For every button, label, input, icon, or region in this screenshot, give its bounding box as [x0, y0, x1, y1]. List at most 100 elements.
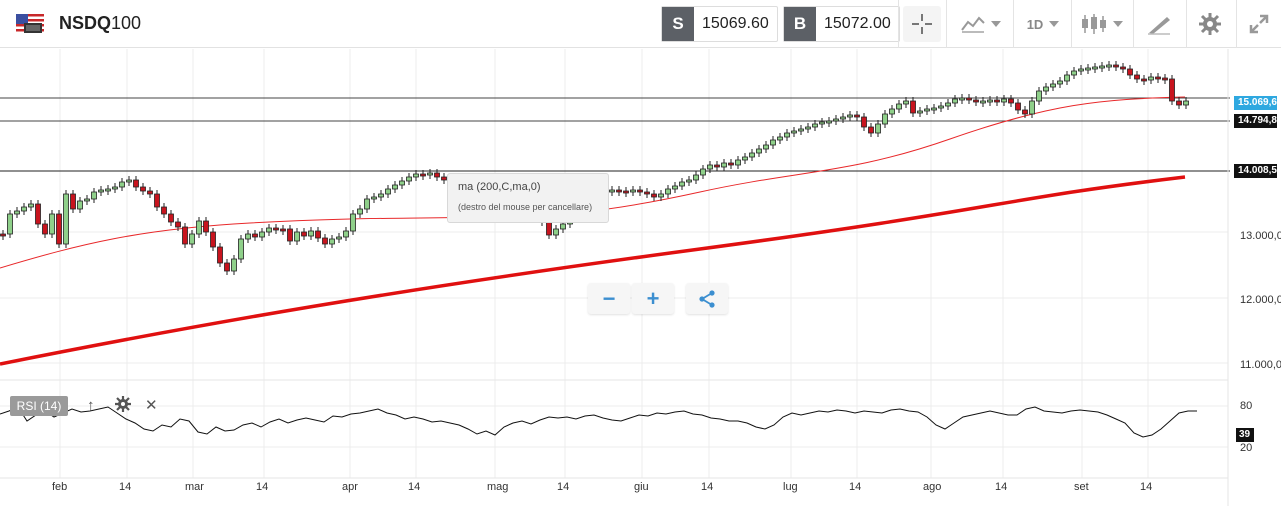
- candle-body: [371, 196, 377, 200]
- level-price-tag-2: 14.008,5: [1234, 164, 1277, 178]
- candle-body: [826, 120, 832, 124]
- chart-type-dropdown[interactable]: [955, 6, 1007, 42]
- candle-body: [28, 203, 34, 208]
- sell-quote-button[interactable]: S 15069.60: [661, 6, 778, 42]
- candle-body: [301, 231, 307, 237]
- candle-body: [553, 228, 559, 236]
- candle-body: [84, 198, 90, 202]
- us-flag-icon: [16, 14, 44, 34]
- candle-body: [938, 105, 944, 109]
- drawing-tools-button[interactable]: [1140, 6, 1178, 42]
- buy-quote-button[interactable]: B 15072.00: [783, 6, 900, 42]
- candle-body: [315, 230, 321, 239]
- candle-body: [875, 123, 881, 134]
- price-axis-label: 12.000,0: [1240, 294, 1281, 306]
- candle-body: [1092, 66, 1098, 70]
- indicator-tooltip: ma (200,C,ma,0) (destro del mouse per ca…: [447, 173, 609, 223]
- crosshair-button[interactable]: [903, 6, 941, 42]
- candle-body: [329, 238, 335, 245]
- candle-body: [651, 193, 657, 198]
- candle-body: [973, 99, 979, 103]
- candle-body: [1099, 65, 1105, 69]
- candlestick-style-dropdown[interactable]: [1078, 6, 1126, 42]
- candle-body: [833, 118, 839, 122]
- candle-body: [14, 210, 20, 215]
- gear-icon: [1199, 13, 1221, 35]
- candle-body: [861, 116, 867, 128]
- share-button[interactable]: [686, 283, 728, 314]
- candle-body: [882, 113, 888, 125]
- time-axis-label: apr: [342, 481, 358, 493]
- time-axis-label: giu: [634, 481, 649, 493]
- candle-body: [392, 184, 398, 190]
- candle-body: [1127, 68, 1133, 76]
- buy-price: 15072.00: [824, 15, 891, 32]
- time-axis-label: set: [1074, 481, 1089, 493]
- rsi-close-icon[interactable]: ✕: [145, 397, 158, 414]
- zoom-in-button[interactable]: +: [632, 283, 674, 314]
- candle-body: [7, 213, 13, 235]
- candle-body: [868, 126, 874, 134]
- candle-body: [756, 148, 762, 154]
- candle-body: [280, 228, 286, 232]
- candle-body: [259, 231, 265, 238]
- fullscreen-button[interactable]: [1242, 6, 1276, 42]
- zoom-out-button[interactable]: −: [588, 283, 630, 314]
- level-price-tag-1: 14.794,8: [1234, 114, 1277, 128]
- candle-body: [77, 200, 83, 210]
- rsi-settings-icon[interactable]: [115, 396, 131, 416]
- chart-grid: [0, 49, 1228, 478]
- candle-body: [1008, 98, 1014, 104]
- timeframe-dropdown[interactable]: 1D: [1021, 6, 1065, 42]
- buy-tag: B: [784, 7, 816, 41]
- candle-body: [70, 193, 76, 210]
- candle-body: [357, 208, 363, 215]
- candle-body: [693, 174, 699, 181]
- tooltip-hint: (destro del mouse per cancellare): [458, 202, 593, 212]
- candle-body: [763, 144, 769, 150]
- pencil-draw-icon: [1148, 17, 1170, 35]
- candle-body: [196, 220, 202, 235]
- candle-body: [252, 233, 258, 238]
- candle-body: [616, 189, 622, 193]
- candle-body: [1113, 64, 1119, 68]
- candle-body: [609, 189, 615, 193]
- candle-body: [714, 164, 720, 168]
- candle-body: [1057, 80, 1063, 85]
- time-axis-label: feb: [52, 481, 68, 493]
- candle-body: [952, 98, 958, 104]
- line-chart-icon: [961, 16, 985, 33]
- candle-body: [441, 176, 447, 181]
- time-axis-label: 14: [119, 481, 132, 493]
- candle-body: [917, 110, 923, 114]
- toolbar: NSDQ100 S 15069.60 B 15072.00 1D: [0, 0, 1281, 48]
- candle-body: [217, 246, 223, 264]
- rsi-indicator-tag[interactable]: RSI (14): [10, 396, 68, 416]
- candle-body: [203, 220, 209, 233]
- candle-body: [238, 238, 244, 260]
- rsi-pane: [0, 406, 1197, 438]
- candle-body: [770, 139, 776, 146]
- chevron-down-icon: [991, 21, 1001, 27]
- candle-body: [1176, 100, 1182, 106]
- rsi-move-up-icon[interactable]: ↑: [87, 397, 95, 414]
- chart-canvas[interactable]: [0, 49, 1281, 506]
- tooltip-title: ma (200,C,ma,0): [458, 181, 541, 193]
- rsi-line: [0, 406, 1197, 438]
- candle-body: [0, 233, 6, 237]
- time-axis-label: 14: [408, 481, 421, 493]
- candle-body: [945, 102, 951, 107]
- price-chart[interactable]: 15.069,6 14.794,8 14.008,5 13.000,0 12.0…: [0, 49, 1281, 506]
- candle-body: [175, 221, 181, 228]
- settings-button[interactable]: [1192, 6, 1228, 42]
- candle-body: [1155, 76, 1161, 80]
- candle-body: [140, 186, 146, 192]
- candle-body: [1078, 68, 1084, 72]
- candle-body: [420, 173, 426, 177]
- candlestick-icon: [1082, 14, 1106, 34]
- candle-body: [35, 203, 41, 225]
- instrument-title[interactable]: NSDQ100: [59, 13, 142, 33]
- candle-body: [1071, 70, 1077, 76]
- candle-body: [679, 181, 685, 187]
- candle-body: [1001, 98, 1007, 103]
